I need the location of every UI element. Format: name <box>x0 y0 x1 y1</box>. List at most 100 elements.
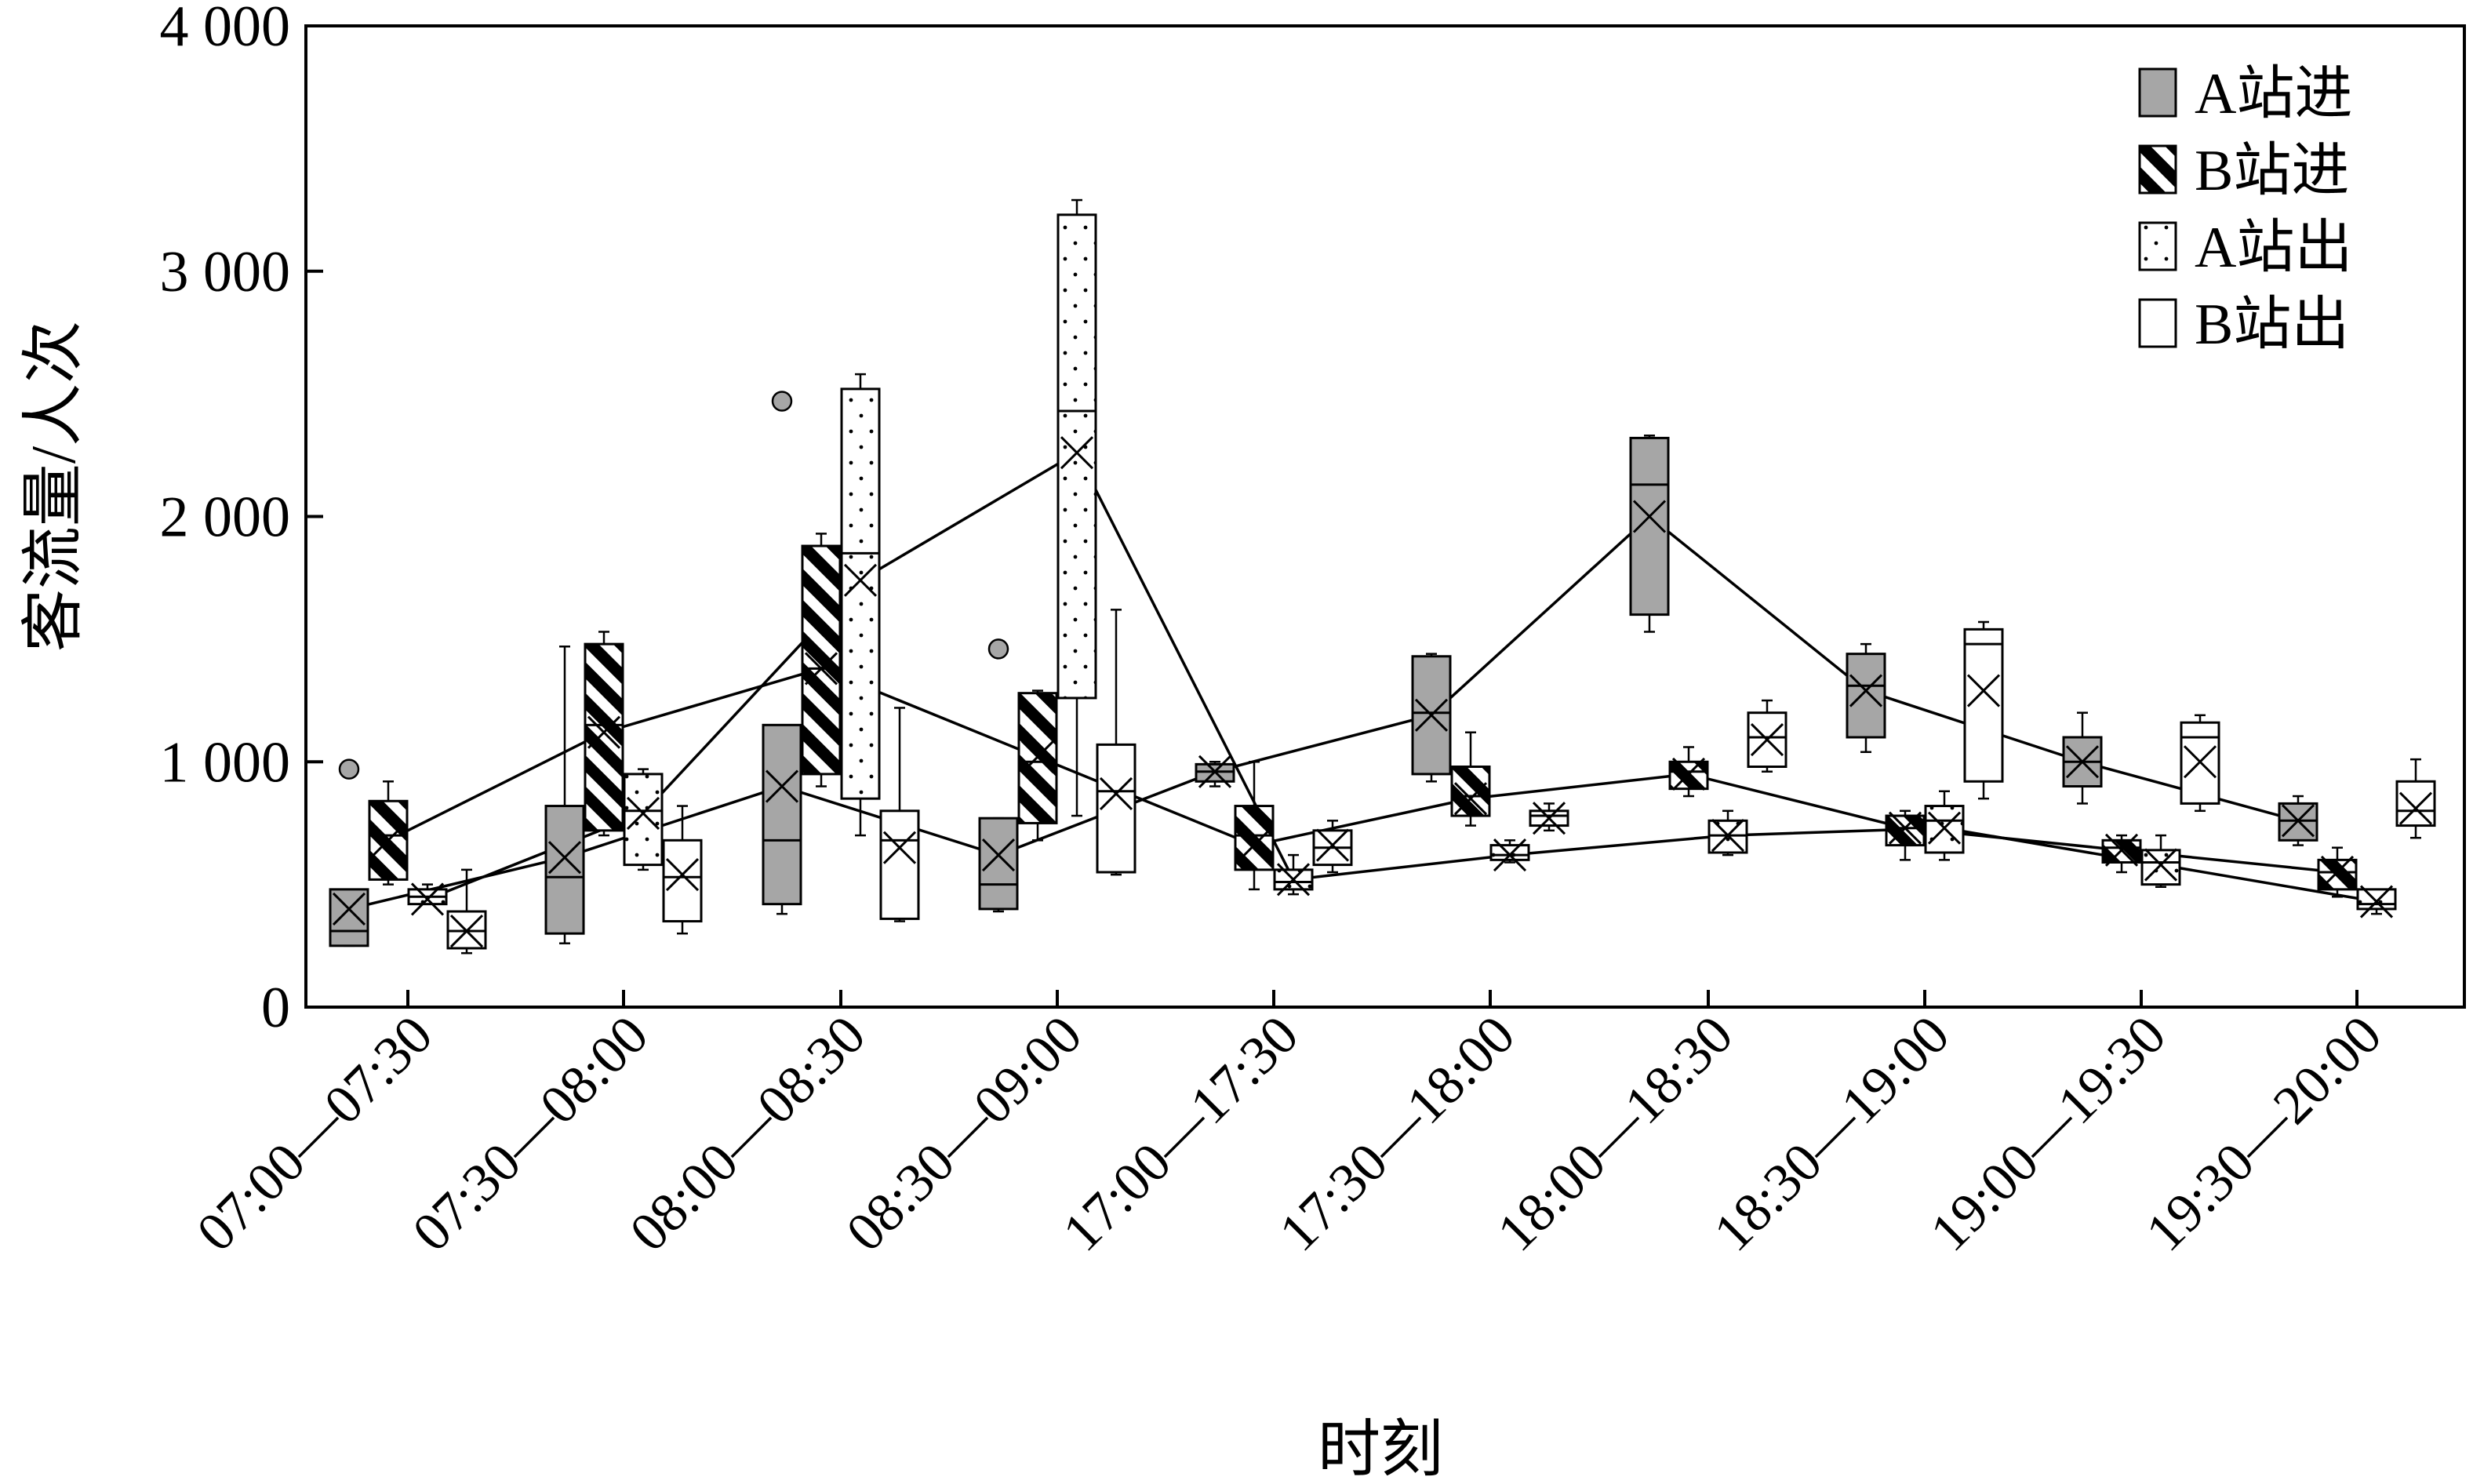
y-tick-label: 4 000 <box>160 0 291 59</box>
mean-marker <box>665 858 700 892</box>
box-plot <box>446 868 487 955</box>
mean-marker <box>1532 802 1566 835</box>
mean-marker <box>449 914 484 948</box>
legend-swatch <box>2138 67 2177 118</box>
box-iqr <box>329 888 369 948</box>
box-plot <box>1096 609 1136 876</box>
box-plot <box>584 631 624 837</box>
x-axis: 07:00—07:3007:30—08:0008:00—08:3008:30—0… <box>186 990 2393 1263</box>
mean-marker <box>1414 698 1449 732</box>
mean-marker <box>1927 811 1962 845</box>
box-iqr <box>978 817 1019 911</box>
mean-marker <box>843 563 878 597</box>
legend: A站进 B站进 A站出 B站出 <box>2138 62 2352 357</box>
outlier-point <box>338 758 360 780</box>
legend-swatch <box>2138 221 2177 271</box>
mean-line-3 <box>427 450 2377 904</box>
legend-label: A站进 <box>2195 62 2352 126</box>
mean-marker <box>1966 674 2001 707</box>
mean-marker <box>1849 674 1883 707</box>
box-plot <box>1529 802 1569 835</box>
mean-marker <box>410 882 445 916</box>
box-plot <box>1411 653 1452 783</box>
box-iqr <box>1963 627 2004 783</box>
box-plot <box>1312 820 1353 874</box>
mean-marker <box>1888 811 1922 845</box>
y-axis: 0 1 000 2 000 3 000 4 000 <box>160 0 323 1040</box>
mean-marker <box>1632 500 1667 533</box>
mean-marker <box>1711 819 1745 853</box>
box-iqr <box>801 544 842 776</box>
mean-marker <box>1493 838 1527 872</box>
mean-marker <box>2281 804 2315 838</box>
box-iqr <box>1489 844 1530 861</box>
mean-marker <box>2398 791 2433 825</box>
box-iqr <box>1668 760 1709 791</box>
mean-marker <box>1276 863 1311 897</box>
mean-marker <box>2183 745 2217 779</box>
mean-marker <box>765 769 799 803</box>
box-plot <box>879 707 920 922</box>
box-iqr <box>2356 888 2397 911</box>
box-plot <box>801 533 842 787</box>
mean-marker <box>1453 782 1488 816</box>
mean-marker <box>1671 757 1706 791</box>
box-plot <box>368 780 409 886</box>
box-plot <box>840 373 881 837</box>
box-plot <box>2317 846 2358 898</box>
box-plot <box>623 768 664 871</box>
mean-marker <box>1315 828 1350 862</box>
box-iqr <box>1450 766 1491 817</box>
box-plot <box>1056 198 1097 817</box>
mean-marker <box>371 824 405 857</box>
y-tick-label: 1 000 <box>160 730 291 795</box>
legend-swatch <box>2138 144 2177 195</box>
box-plot <box>2356 885 2397 918</box>
mean-marker <box>1099 777 1133 810</box>
box-iqr <box>1846 653 1886 739</box>
box-plot <box>1747 699 1787 773</box>
x-tick-label: 07:30—08:00 <box>402 1005 660 1263</box>
box-plot <box>1489 838 1530 872</box>
box-plot <box>1629 435 1670 633</box>
box-iqr <box>762 723 802 906</box>
mean-marker <box>1060 436 1094 470</box>
legend-label: A站出 <box>2195 216 2352 280</box>
x-axis-title: 时刻 <box>1318 1416 1443 1484</box>
box-iqr <box>879 809 920 920</box>
mean-marker <box>981 838 1016 872</box>
mean-marker <box>1237 828 1271 862</box>
box-plot <box>762 391 802 915</box>
box-plot <box>1924 790 1965 861</box>
mean-marker <box>587 715 621 749</box>
box-iqr <box>1096 743 1136 874</box>
box-plot <box>2395 758 2436 839</box>
box-iqr <box>1056 213 1097 700</box>
boxes <box>329 198 2436 955</box>
y-tick-label: 2 000 <box>160 486 291 550</box>
mean-marker <box>2144 848 2178 882</box>
legend-label: B站进 <box>2195 139 2349 203</box>
box-iqr <box>623 773 664 867</box>
mean-marker <box>882 831 917 864</box>
mean-marker <box>332 892 366 926</box>
box-plot <box>1450 731 1491 827</box>
y-tick-label: 3 000 <box>160 240 291 304</box>
mean-marker <box>804 652 838 686</box>
box-iqr <box>584 642 624 832</box>
box-plot <box>1017 689 1058 842</box>
mean-marker <box>2104 833 2139 867</box>
mean-marker <box>1198 755 1232 788</box>
mean-marker <box>1750 723 1784 757</box>
x-tick-label: 19:30—20:00 <box>2135 1005 2393 1263</box>
mean-marker <box>626 796 660 830</box>
box-plot <box>978 638 1019 913</box>
box-plot <box>2140 834 2181 889</box>
box-plot <box>1885 809 1926 861</box>
outlier-point <box>987 638 1009 660</box>
box-plot <box>2062 711 2103 805</box>
box-plot <box>407 882 448 916</box>
box-plot <box>662 805 703 935</box>
box-plot <box>1234 761 1275 891</box>
